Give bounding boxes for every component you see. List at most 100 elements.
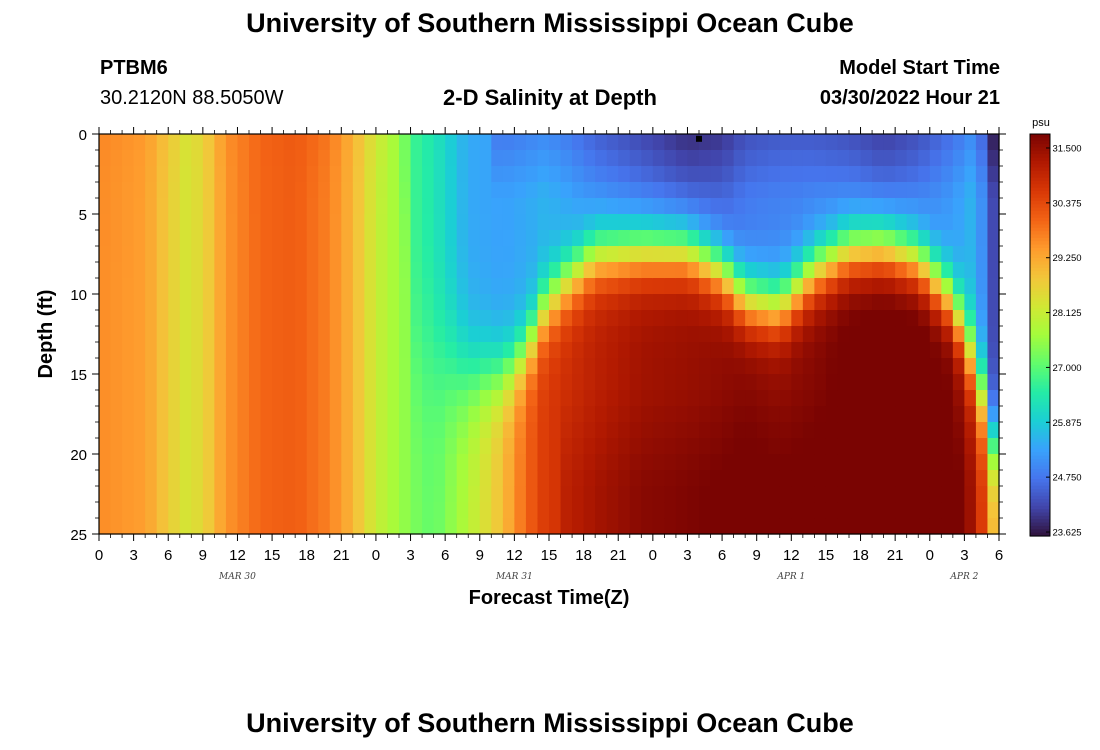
heatmap-cell bbox=[952, 246, 965, 263]
heatmap-cell bbox=[849, 470, 862, 487]
heatmap-cell bbox=[687, 230, 700, 247]
heatmap-cell bbox=[110, 390, 123, 407]
heatmap-cell bbox=[214, 150, 227, 167]
heatmap-cell bbox=[456, 358, 469, 375]
heatmap-cell bbox=[768, 454, 781, 471]
heatmap-cell bbox=[237, 246, 250, 263]
heatmap-cell bbox=[422, 294, 435, 311]
heatmap-cell bbox=[779, 358, 792, 375]
heatmap-cell bbox=[364, 358, 377, 375]
heatmap-cell bbox=[306, 502, 319, 519]
heatmap-cell bbox=[756, 502, 769, 519]
heatmap-cell bbox=[341, 134, 354, 151]
heatmap-cell bbox=[699, 166, 712, 183]
heatmap-cell bbox=[699, 294, 712, 311]
heatmap-cell bbox=[652, 470, 665, 487]
heatmap-cell bbox=[387, 470, 400, 487]
heatmap-cell bbox=[514, 166, 527, 183]
heatmap-cell bbox=[341, 262, 354, 279]
heatmap-cell bbox=[929, 342, 942, 359]
heatmap-cell bbox=[525, 182, 539, 199]
heatmap-cell bbox=[641, 470, 654, 487]
heatmap-cell bbox=[745, 150, 758, 167]
heatmap-cell bbox=[283, 358, 296, 375]
heatmap-cell bbox=[872, 166, 885, 183]
heatmap-cell bbox=[687, 262, 700, 279]
heatmap-cell bbox=[745, 134, 758, 151]
heatmap-cell bbox=[860, 358, 873, 375]
heatmap-cell bbox=[664, 518, 677, 535]
colorbar-segment bbox=[1030, 512, 1050, 517]
heatmap-cell bbox=[410, 486, 423, 503]
heatmap-cell bbox=[849, 502, 862, 519]
heatmap-cell bbox=[283, 486, 296, 503]
heatmap-cell bbox=[664, 310, 677, 327]
heatmap-cell bbox=[491, 518, 504, 535]
heatmap-cell bbox=[191, 326, 204, 343]
heatmap-cell bbox=[802, 278, 815, 295]
x-tick-label: 3 bbox=[683, 547, 691, 564]
heatmap-cell bbox=[502, 262, 515, 279]
heatmap-cell bbox=[422, 518, 435, 535]
heatmap-cell bbox=[375, 374, 389, 391]
heatmap-cell bbox=[710, 422, 723, 439]
heatmap-cell bbox=[491, 422, 504, 439]
heatmap-cell bbox=[595, 278, 608, 295]
heatmap-cell bbox=[929, 390, 942, 407]
heatmap-cell bbox=[849, 406, 862, 423]
heatmap-cell bbox=[560, 278, 573, 295]
heatmap-cell bbox=[687, 166, 700, 183]
heatmap-cell bbox=[606, 182, 619, 199]
heatmap-cell bbox=[525, 262, 539, 279]
heatmap-cell bbox=[583, 374, 596, 391]
heatmap-cell bbox=[791, 150, 804, 167]
colorbar-segment bbox=[1030, 244, 1050, 249]
heatmap-cell bbox=[260, 294, 273, 311]
heatmap-cell bbox=[133, 422, 146, 439]
heatmap-cell bbox=[110, 502, 123, 519]
colorbar-tick-label: 29.250 bbox=[1052, 253, 1081, 264]
heatmap-cell bbox=[249, 134, 262, 151]
heatmap-cell bbox=[779, 470, 792, 487]
heatmap-cell bbox=[779, 454, 792, 471]
colorbar-segment bbox=[1030, 207, 1050, 212]
heatmap-cell bbox=[929, 294, 942, 311]
heatmap-cell bbox=[410, 246, 423, 263]
heatmap-cell bbox=[202, 278, 215, 295]
heatmap-cell bbox=[433, 182, 446, 199]
heatmap-cell bbox=[179, 294, 192, 311]
heatmap-cell bbox=[618, 502, 631, 519]
heatmap-cell bbox=[225, 150, 239, 167]
heatmap-cell bbox=[687, 358, 700, 375]
heatmap-cell bbox=[987, 198, 1000, 215]
heatmap-cell bbox=[745, 486, 758, 503]
heatmap-cell bbox=[110, 438, 123, 455]
heatmap-cell bbox=[860, 518, 873, 535]
model-start-value: 03/30/2022 Hour 21 bbox=[819, 87, 1000, 109]
heatmap-cell bbox=[629, 406, 642, 423]
heatmap-cell bbox=[502, 454, 515, 471]
heatmap-cell bbox=[491, 166, 504, 183]
heatmap-cell bbox=[560, 214, 573, 231]
heatmap-cell bbox=[260, 486, 273, 503]
heatmap-cell bbox=[549, 262, 562, 279]
heatmap-cell bbox=[745, 246, 758, 263]
heatmap-cell bbox=[433, 166, 446, 183]
heatmap-cell bbox=[745, 166, 758, 183]
heatmap-cell bbox=[825, 390, 839, 407]
heatmap-cell bbox=[99, 374, 112, 391]
heatmap-cell bbox=[583, 342, 596, 359]
heatmap-cell bbox=[872, 390, 885, 407]
heatmap-cell bbox=[202, 406, 215, 423]
heatmap-cells bbox=[99, 134, 1000, 535]
heatmap-cell bbox=[802, 486, 815, 503]
heatmap-cell bbox=[306, 166, 319, 183]
heatmap-cell bbox=[756, 166, 769, 183]
heatmap-cell bbox=[560, 166, 573, 183]
heatmap-cell bbox=[110, 342, 123, 359]
heatmap-cell bbox=[791, 326, 804, 343]
heatmap-cell bbox=[572, 310, 585, 327]
heatmap-cell bbox=[225, 358, 239, 375]
heatmap-cell bbox=[699, 502, 712, 519]
heatmap-cell bbox=[537, 390, 550, 407]
